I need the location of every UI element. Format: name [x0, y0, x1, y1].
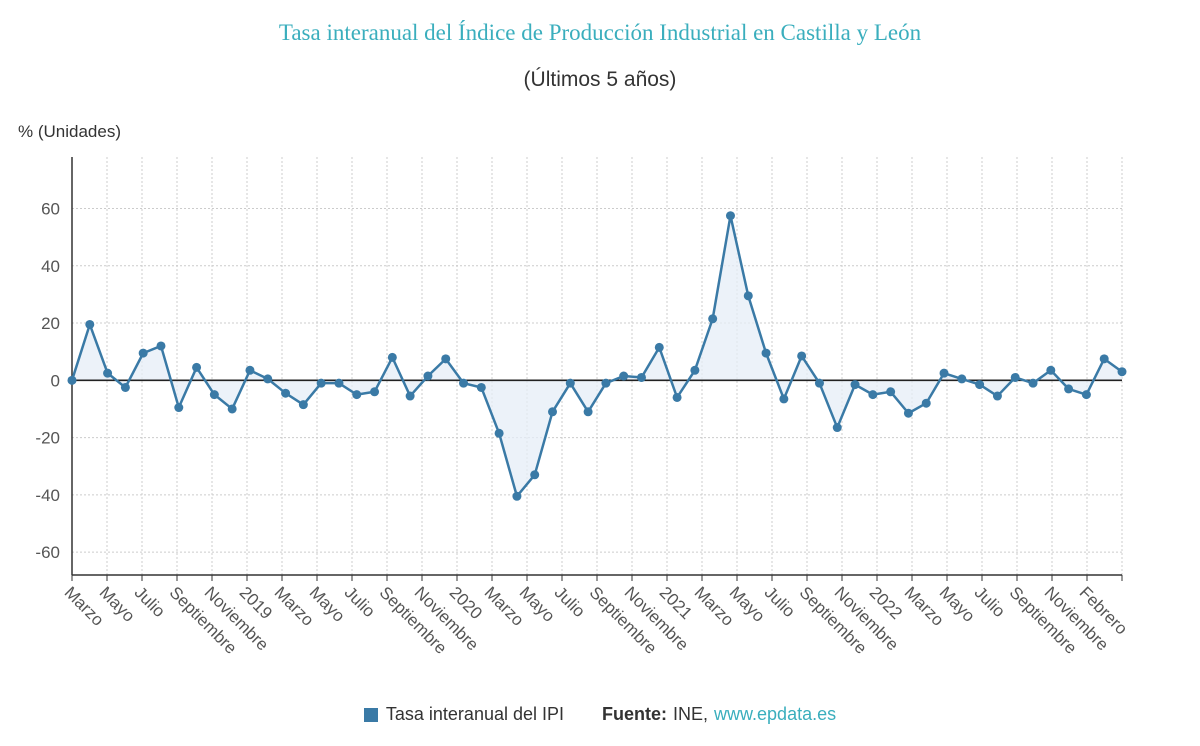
data-point	[494, 428, 504, 438]
data-point	[298, 400, 308, 410]
y-axis-label: % (Unidades)	[18, 122, 121, 141]
data-point	[67, 375, 77, 385]
data-point	[530, 470, 540, 480]
data-point	[1064, 384, 1074, 394]
x-tick-label: Julio	[131, 583, 169, 621]
data-point	[1117, 367, 1127, 377]
legend-swatch[interactable]	[363, 707, 378, 722]
data-point	[423, 371, 433, 381]
data-point	[512, 491, 522, 501]
chart-title: Tasa interanual del Índice de Producción…	[278, 20, 922, 45]
data-point	[690, 365, 700, 375]
data-point	[939, 368, 949, 378]
data-point	[174, 403, 184, 413]
data-point	[1099, 354, 1109, 364]
source-text: INE,	[673, 704, 709, 724]
data-point	[245, 365, 255, 375]
data-point	[583, 407, 593, 417]
data-point	[975, 380, 985, 390]
chart-subtitle: (Últimos 5 años)	[523, 68, 677, 91]
data-point	[334, 378, 344, 388]
data-point	[797, 351, 807, 361]
data-point	[352, 390, 362, 400]
data-point	[636, 372, 646, 382]
data-point	[441, 354, 451, 364]
data-point	[814, 378, 824, 388]
data-point	[85, 319, 95, 329]
data-point	[565, 378, 575, 388]
x-tick-label: Marzo	[481, 583, 528, 630]
data-point	[156, 341, 166, 351]
data-point	[387, 352, 397, 362]
data-point	[619, 371, 629, 381]
data-point	[459, 378, 469, 388]
x-tick-label: Julio	[341, 583, 379, 621]
data-point	[654, 342, 664, 352]
y-tick-label: 60	[41, 200, 60, 219]
tick-labels: 6040200-20-40-60MarzoMayoJulioSeptiembre…	[35, 200, 1131, 658]
data-point	[868, 390, 878, 400]
data-point	[316, 378, 326, 388]
data-point	[903, 408, 913, 418]
y-tick-label: 40	[41, 257, 60, 276]
data-point	[1028, 378, 1038, 388]
data-point	[209, 390, 219, 400]
axes	[71, 157, 1123, 581]
source-label: Fuente:	[602, 704, 668, 724]
y-tick-label: 20	[41, 314, 60, 333]
legend-series-label[interactable]: Tasa interanual del IPI	[385, 704, 565, 724]
data-point	[992, 391, 1002, 401]
x-tick-label: Julio	[551, 583, 589, 621]
data-point	[476, 382, 486, 392]
data-point	[725, 211, 735, 221]
data-point	[370, 387, 380, 397]
data-point	[1010, 372, 1020, 382]
data-point	[921, 398, 931, 408]
data-point	[601, 378, 611, 388]
data-point	[1046, 365, 1056, 375]
x-tick-label: Julio	[761, 583, 799, 621]
data-point	[103, 368, 113, 378]
data-point	[850, 380, 860, 390]
series-line[interactable]	[67, 211, 1127, 501]
x-tick-label: Marzo	[61, 583, 108, 630]
data-point	[120, 382, 130, 392]
x-tick-label: Marzo	[901, 583, 948, 630]
data-point	[832, 423, 842, 433]
data-point	[548, 407, 558, 417]
y-tick-label: -20	[35, 429, 60, 448]
x-tick-label: Marzo	[691, 583, 738, 630]
legend: Tasa interanual del IPI Fuente: INE, www…	[0, 704, 1200, 725]
data-point	[743, 291, 753, 301]
x-tick-label: Julio	[971, 583, 1009, 621]
data-point	[405, 391, 415, 401]
y-tick-label: -60	[35, 543, 60, 562]
data-point	[672, 392, 682, 402]
y-tick-label: 0	[51, 371, 60, 390]
line-chart: % (Unidades) 6040200-20-40-60MarzoMayoJu…	[18, 122, 1131, 658]
data-point	[1081, 390, 1091, 400]
data-point	[779, 394, 789, 404]
data-point	[138, 348, 148, 358]
data-point	[263, 374, 273, 384]
grid	[72, 157, 1123, 575]
data-point	[761, 348, 771, 358]
data-point	[886, 387, 896, 397]
y-tick-label: -40	[35, 486, 60, 505]
x-tick-label: Marzo	[271, 583, 318, 630]
data-point	[227, 404, 237, 414]
data-point	[957, 374, 967, 384]
data-point	[281, 388, 291, 398]
data-point	[708, 314, 718, 324]
data-point	[192, 362, 202, 372]
source-link[interactable]: www.epdata.es	[714, 704, 837, 724]
